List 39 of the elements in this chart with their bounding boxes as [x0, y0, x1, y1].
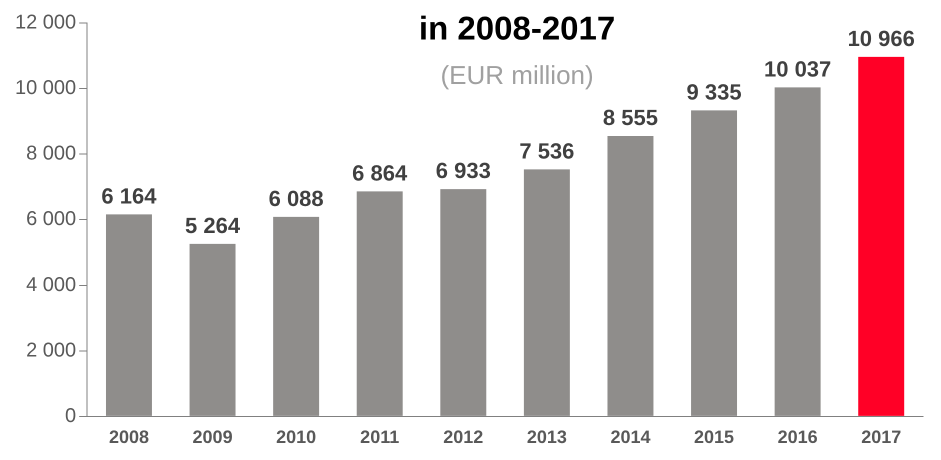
y-tick-label: 6 000: [26, 208, 76, 230]
data-label: 6 164: [101, 183, 158, 208]
y-tick-label: 12 000: [15, 12, 76, 34]
x-tick-label: 2013: [526, 427, 567, 448]
bar: [691, 110, 738, 416]
chart-title: in 2008-2017: [418, 10, 616, 47]
x-tick-label: 2010: [276, 427, 316, 448]
text: (EUR million): [440, 60, 594, 90]
x-tick-label: 2011: [360, 427, 400, 448]
data-label: 10 037: [764, 56, 832, 82]
x-tick-label: 2008: [108, 427, 149, 448]
bar: [524, 169, 570, 416]
y-tick-label: 2 000: [26, 339, 76, 362]
bar: [190, 244, 236, 416]
data-label: 8 555: [602, 105, 658, 130]
bar: [774, 87, 821, 416]
bar: [273, 216, 320, 416]
x-tick-label: 2012: [443, 427, 484, 448]
x-tick-label: 2016: [778, 427, 818, 448]
x-tick-label: 2014: [610, 427, 650, 448]
x-tick-label: 2009: [192, 427, 233, 448]
y-tick-label: 0: [65, 404, 76, 427]
bar: [106, 214, 152, 416]
data-label: 6 933: [436, 158, 491, 184]
data-label: 6 864: [352, 160, 408, 186]
data-label: 9 335: [686, 79, 742, 104]
x-tick-label: 2015: [694, 427, 734, 448]
bar: [356, 191, 403, 416]
y-tick-label: 4 000: [26, 274, 76, 296]
data-label: 10 966: [848, 26, 915, 51]
bar: [607, 136, 654, 416]
x-tick-label: 2017: [861, 427, 902, 448]
y-tick-label: 8 000: [26, 142, 76, 165]
data-label: 5 264: [185, 212, 241, 238]
bar: [858, 56, 904, 416]
bar: [440, 189, 486, 416]
data-label: 6 088: [268, 186, 324, 211]
data-label: 7 536: [519, 138, 574, 164]
y-tick-label: 10 000: [15, 77, 76, 100]
